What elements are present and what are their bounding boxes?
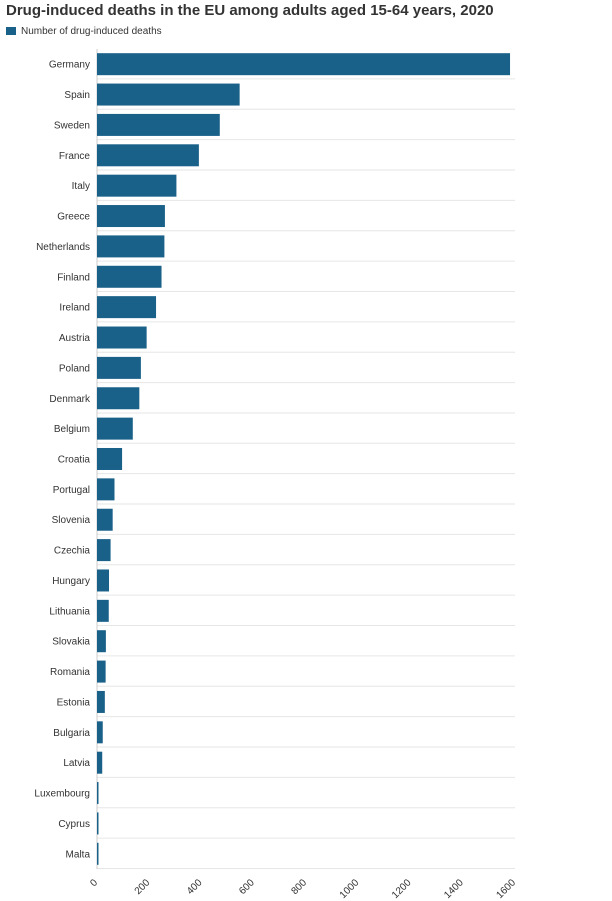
- category-label: Hungary: [52, 576, 90, 587]
- x-axis-ticks: 0 200 400 600 800 1000 1200 1400 1600: [88, 877, 518, 901]
- category-label: Austria: [59, 333, 91, 344]
- bar-bulgaria[interactable]: [97, 721, 103, 744]
- category-label: Lithuania: [49, 606, 90, 617]
- legend[interactable]: Number of drug-induced deaths: [6, 24, 162, 38]
- legend-swatch: [6, 27, 16, 35]
- category-label: Poland: [59, 363, 90, 374]
- x-tick-label: 800: [289, 877, 309, 897]
- bar-estonia[interactable]: [97, 690, 105, 713]
- x-tick-label: 400: [185, 877, 205, 897]
- x-tick-label: 1600: [494, 877, 518, 901]
- category-label: Denmark: [49, 394, 91, 405]
- bars: [97, 53, 511, 865]
- bar-croatia[interactable]: [97, 447, 123, 470]
- category-label: Ireland: [59, 303, 90, 314]
- bar-spain[interactable]: [97, 83, 240, 106]
- category-label: Greece: [57, 212, 90, 223]
- bar-belgium[interactable]: [97, 417, 133, 440]
- category-label: Portugal: [53, 485, 90, 496]
- category-label: Romania: [50, 667, 90, 678]
- bar-cyprus[interactable]: [97, 812, 99, 835]
- category-label: Italy: [72, 181, 90, 192]
- category-label: Latvia: [63, 758, 90, 769]
- legend-label: Number of drug-induced deaths: [21, 25, 162, 37]
- category-label: Netherlands: [36, 242, 90, 253]
- bar-romania[interactable]: [97, 660, 106, 683]
- category-label: Spain: [64, 90, 90, 101]
- bar-malta[interactable]: [97, 842, 99, 865]
- category-label: Finland: [57, 272, 90, 283]
- category-label: Malta: [66, 849, 91, 860]
- bar-czechia[interactable]: [97, 539, 111, 562]
- category-label: France: [59, 151, 91, 162]
- bar-netherlands[interactable]: [97, 235, 165, 258]
- bar-portugal[interactable]: [97, 478, 115, 501]
- x-tick-label: 1000: [338, 877, 362, 901]
- bar-france[interactable]: [97, 144, 199, 167]
- bar-italy[interactable]: [97, 174, 177, 197]
- bar-lithuania[interactable]: [97, 599, 109, 622]
- bar-luxembourg[interactable]: [97, 782, 99, 805]
- bar-finland[interactable]: [97, 265, 162, 288]
- category-label: Luxembourg: [34, 789, 90, 800]
- bar-austria[interactable]: [97, 326, 147, 349]
- x-tick-label: 1200: [390, 877, 414, 901]
- bar-poland[interactable]: [97, 356, 141, 379]
- category-label: Czechia: [54, 546, 91, 557]
- bar-latvia[interactable]: [97, 751, 103, 774]
- bar-slovenia[interactable]: [97, 508, 113, 531]
- category-label: Sweden: [54, 120, 90, 131]
- category-label: Slovakia: [52, 637, 90, 648]
- bar-hungary[interactable]: [97, 569, 110, 592]
- category-label: Belgium: [54, 424, 90, 435]
- category-label: Bulgaria: [53, 728, 90, 739]
- x-tick-label: 1400: [442, 877, 466, 901]
- category-label: Germany: [49, 60, 90, 71]
- bar-ireland[interactable]: [97, 296, 157, 319]
- chart-title: Drug-induced deaths in the EU among adul…: [6, 2, 494, 19]
- bar-slovakia[interactable]: [97, 630, 106, 653]
- category-label: Cyprus: [58, 819, 90, 830]
- category-labels: Germany Spain Sweden France Italy Greece Nethe…: [34, 60, 91, 861]
- gridlines: [96, 49, 515, 869]
- bar-germany[interactable]: [97, 53, 511, 76]
- bar-denmark[interactable]: [97, 387, 140, 410]
- x-tick-label: 0: [88, 877, 100, 889]
- category-label: Estonia: [57, 697, 91, 708]
- bar-sweden[interactable]: [97, 113, 220, 136]
- x-tick-label: 600: [237, 877, 257, 897]
- category-label: Slovenia: [52, 515, 91, 526]
- category-label: Croatia: [58, 454, 91, 465]
- bar-greece[interactable]: [97, 205, 165, 228]
- x-tick-label: 200: [133, 877, 153, 897]
